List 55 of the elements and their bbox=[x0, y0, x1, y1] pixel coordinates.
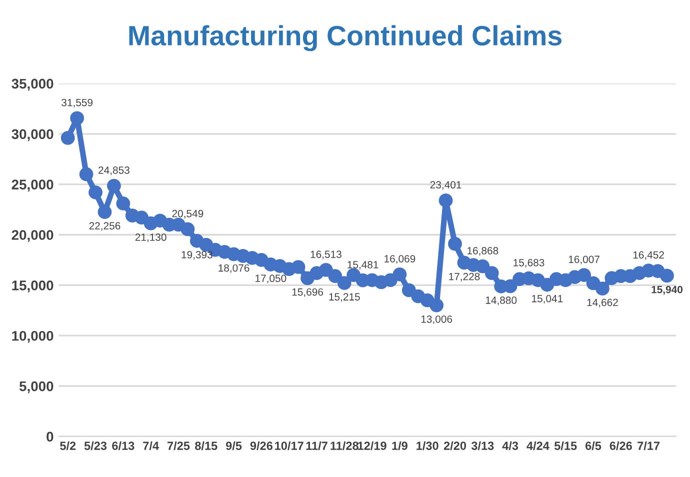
x-tick-label: 7/17 bbox=[638, 441, 660, 450]
x-tick-label: 8/15 bbox=[195, 441, 218, 450]
y-tick-label: 25,000 bbox=[12, 180, 54, 192]
x-tick-label: 2/20 bbox=[444, 441, 466, 450]
x-tick-label: 9/5 bbox=[226, 441, 242, 450]
x-tick-label: 6/5 bbox=[585, 441, 602, 450]
x-tick-label: 4/24 bbox=[526, 441, 550, 450]
data-label: 19,393 bbox=[182, 251, 212, 260]
data-label: 20,549 bbox=[172, 210, 204, 219]
x-tick-label: 12/19 bbox=[358, 441, 386, 450]
data-label: 16,007 bbox=[568, 256, 600, 264]
data-label: 16,069 bbox=[384, 255, 416, 264]
data-label: 15,215 bbox=[329, 293, 360, 302]
data-label: 17,228 bbox=[449, 272, 480, 282]
data-label: 18,076 bbox=[218, 264, 250, 273]
x-tick-label: 1/9 bbox=[392, 441, 408, 450]
x-tick-label: 11/28 bbox=[330, 441, 358, 450]
x-tick-label: 7/4 bbox=[143, 441, 159, 450]
data-label: 14,662 bbox=[587, 298, 618, 308]
data-label: 16,868 bbox=[468, 247, 498, 256]
data-label: 23,401 bbox=[430, 181, 462, 190]
y-tick-label: 30,000 bbox=[12, 129, 54, 142]
x-tick-label: 5/15 bbox=[554, 441, 577, 450]
data-label: 15,940 bbox=[652, 286, 682, 295]
data-label: 16,513 bbox=[310, 250, 342, 260]
data-label: 16,452 bbox=[633, 251, 664, 260]
data-label: 15,481 bbox=[348, 261, 378, 270]
data-label: 15,683 bbox=[514, 258, 544, 268]
x-tick-label: 4/3 bbox=[502, 441, 518, 450]
x-tick-label: 5/23 bbox=[84, 441, 107, 450]
x-tick-label: 10/17 bbox=[275, 441, 304, 450]
y-tick-label: 20,000 bbox=[12, 230, 54, 242]
data-label: 15,696 bbox=[292, 288, 323, 297]
data-label: 21,130 bbox=[135, 234, 166, 242]
x-tick-label: 6/26 bbox=[610, 441, 632, 450]
y-tick-label: 10,000 bbox=[12, 330, 54, 343]
data-label: 15,041 bbox=[532, 294, 563, 304]
x-tick-label: 5/2 bbox=[60, 441, 76, 450]
y-tick-label: 0 bbox=[46, 432, 54, 442]
y-tick-label: 5,000 bbox=[19, 381, 54, 394]
data-label: 24,853 bbox=[98, 166, 130, 176]
y-tick-label: 35,000 bbox=[12, 78, 54, 91]
data-label: 13,006 bbox=[421, 315, 452, 324]
data-label: 17,050 bbox=[256, 274, 286, 284]
x-tick-label: 6/13 bbox=[112, 441, 134, 450]
x-tick-label: 3/13 bbox=[471, 441, 494, 450]
y-tick-label: 15,000 bbox=[12, 280, 54, 292]
x-tick-label: 9/26 bbox=[250, 441, 272, 450]
data-label: 31,559 bbox=[62, 98, 93, 108]
x-tick-label: 11/7 bbox=[306, 441, 328, 450]
x-tick-label: 7/25 bbox=[167, 441, 190, 450]
chart-title: Manufacturing Continued Claims bbox=[129, 25, 562, 52]
data-label: 22,256 bbox=[89, 222, 120, 231]
data-label: 14,880 bbox=[486, 296, 517, 306]
x-tick-label: 1/30 bbox=[416, 441, 438, 450]
